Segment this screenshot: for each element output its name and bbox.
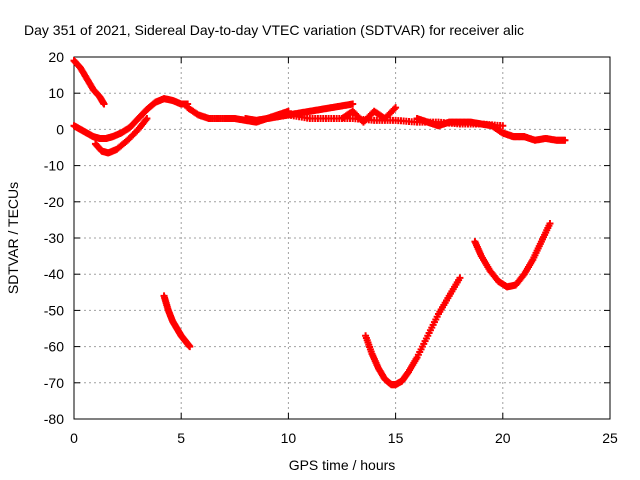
series-arc-12 [471, 220, 554, 291]
data-point [456, 274, 464, 282]
y-axis-title: SDTVAR / TECUs [5, 182, 21, 294]
data-point [561, 136, 569, 144]
data-point [349, 100, 357, 108]
axis-ticks: 0 5 10 15 20 25 -80 -70 -60 -50 -40 -30 -20 -10 0 10 20 [44, 49, 618, 446]
y-tick-label: -80 [44, 411, 64, 427]
y-tick-label: 20 [48, 49, 64, 65]
y-tick-label: 10 [48, 85, 64, 101]
data-point [499, 122, 507, 130]
y-tick-label: -70 [44, 375, 64, 391]
x-axis-title: GPS time / hours [289, 457, 396, 473]
data-point [186, 343, 194, 351]
x-tick-label: 10 [281, 430, 297, 446]
data-point [546, 220, 554, 228]
y-tick-label: -60 [44, 339, 64, 355]
grid-lines [74, 57, 610, 419]
x-tick-label: 15 [388, 430, 404, 446]
series-arc-9 [488, 122, 569, 144]
x-tick-label: 25 [602, 430, 618, 446]
series-arc-1 [70, 57, 108, 108]
y-tick-label: -50 [44, 302, 64, 318]
series-arc-2 [70, 95, 192, 142]
data-series [70, 57, 569, 389]
y-tick-label: -10 [44, 158, 64, 174]
series-arc-10 [160, 292, 194, 351]
y-tick-label: -30 [44, 230, 64, 246]
series-arc-3 [91, 115, 151, 157]
y-tick-label: 0 [56, 121, 64, 137]
chart-title: Day 351 of 2021, Sidereal Day-to-day VTE… [24, 22, 524, 38]
series-arc-11 [362, 274, 464, 389]
data-point [143, 115, 151, 123]
x-tick-label: 20 [495, 430, 511, 446]
data-point [392, 104, 400, 112]
y-tick-label: -20 [44, 194, 64, 210]
y-tick-label: -40 [44, 266, 64, 282]
series-arc-7 [338, 104, 400, 126]
x-tick-label: 5 [177, 430, 185, 446]
x-tick-label: 0 [70, 430, 78, 446]
data-point [100, 100, 108, 108]
